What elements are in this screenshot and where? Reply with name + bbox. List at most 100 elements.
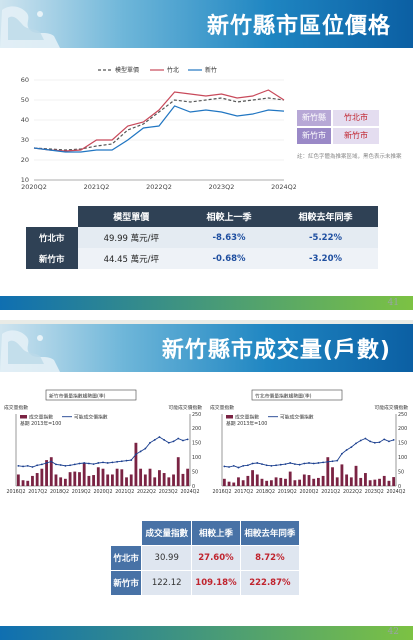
chart-title: 新竹市價量指數趨勢圖(季) xyxy=(49,393,106,400)
price-index-point xyxy=(261,463,263,466)
volume-bar xyxy=(82,462,86,486)
price-index-point xyxy=(83,462,86,464)
legend-label: 竹北 xyxy=(167,66,179,74)
price-index-point xyxy=(312,462,315,465)
price-index-point xyxy=(158,436,161,438)
price-index-point xyxy=(223,465,226,468)
price-index-point xyxy=(26,464,29,467)
y-tick-label: 10 xyxy=(21,176,29,184)
price-index-point xyxy=(163,439,166,441)
x-tick-label: 2016Q2 xyxy=(6,489,25,495)
volume-bar xyxy=(368,480,372,486)
slide-price-location: 新竹縣市區位價格 10 20 30 40 50 60 2020Q2 2021Q2 2022Q2 2… xyxy=(0,0,413,320)
base-note: 基期 2013年=100 xyxy=(20,420,61,427)
right-tick-label: 50 xyxy=(192,469,198,475)
volume-bar xyxy=(340,464,344,486)
volume-bar xyxy=(359,477,363,486)
price-index-point xyxy=(359,439,362,442)
volume-bar xyxy=(21,480,25,486)
price-index-point xyxy=(55,463,57,466)
volume-bar xyxy=(302,474,306,486)
slide-header: 新竹縣市區位價格 xyxy=(0,0,413,48)
price-index-point xyxy=(135,453,137,456)
price-index-point xyxy=(289,462,292,464)
header-yoy: 相較去年同季 xyxy=(239,520,301,546)
cell-yoy-hsinchu: -3.20% xyxy=(273,248,378,269)
price-index-point xyxy=(246,464,249,467)
price-index-point xyxy=(265,464,268,467)
volume-bar xyxy=(364,473,367,486)
cell-index-zhubei: 30.99 xyxy=(141,545,193,571)
header-volume-index: 成交量指數 xyxy=(141,520,193,546)
page-number: 41 xyxy=(387,298,399,308)
price-index-point xyxy=(350,446,353,449)
volume-bar xyxy=(307,475,311,486)
cell-yoy-zhubei: 8.72% xyxy=(239,545,301,571)
y-tick-label: 40 xyxy=(21,116,29,124)
x-tick-label: 2023Q2 xyxy=(365,489,384,495)
price-index-point xyxy=(322,461,325,464)
volume-bar xyxy=(162,473,166,486)
legend-bar-swatch xyxy=(226,415,233,419)
x-tick-label: 2021Q2 xyxy=(115,489,134,495)
volume-bar xyxy=(120,469,124,486)
price-index-point xyxy=(64,464,67,467)
volume-bar xyxy=(354,465,358,486)
x-tick-label: 2020Q2 xyxy=(21,183,47,191)
volume-bar xyxy=(316,477,320,486)
price-index-point xyxy=(167,441,170,444)
volume-bar xyxy=(101,468,105,486)
x-tick-label: 2024Q2 xyxy=(180,489,199,495)
price-index-point xyxy=(139,450,142,453)
price-index-point xyxy=(341,452,343,455)
price-index-point xyxy=(186,438,189,441)
price-index-point xyxy=(36,464,39,467)
x-tick-label: 2024Q2 xyxy=(271,183,296,191)
taiwan-map-icon xyxy=(0,330,60,372)
volume-bar xyxy=(176,457,180,486)
legend-bar-swatch xyxy=(20,415,27,419)
price-index-point xyxy=(270,464,273,467)
price-index-point xyxy=(144,447,147,450)
volume-bar xyxy=(378,478,381,486)
price-index-point xyxy=(232,464,235,467)
right-tick-label: 200 xyxy=(398,426,407,432)
volume-bar xyxy=(331,467,334,486)
price-index-point xyxy=(78,462,81,465)
x-tick-label: 2020Q2 xyxy=(93,489,112,495)
legend-bar-label: 成交量指數 xyxy=(235,413,259,420)
price-index-point xyxy=(153,439,156,441)
price-index-point xyxy=(31,466,34,468)
right-tick-label: 0 xyxy=(192,484,195,490)
left-axis-label: 成交量指數 xyxy=(4,404,28,411)
volume-bar xyxy=(106,474,110,486)
price-index-point xyxy=(336,459,339,462)
price-index-point xyxy=(392,439,395,441)
price-index-point xyxy=(256,462,259,464)
cell-index-hsinchu: 122.12 xyxy=(141,570,193,596)
volume-bar xyxy=(73,471,77,486)
volume-bar xyxy=(335,477,339,486)
volume-bar xyxy=(274,477,278,486)
legend-line-label: 可能成交價指數 xyxy=(280,413,314,420)
price-index-point xyxy=(97,462,100,464)
volume-bar xyxy=(125,477,128,486)
price-index-point xyxy=(92,463,95,466)
price-index-point xyxy=(87,462,90,465)
volume-bar xyxy=(298,479,302,486)
x-tick-label: 2023Q2 xyxy=(209,183,235,191)
price-index-point xyxy=(355,442,357,445)
volume-bar xyxy=(96,467,100,486)
cell-price-hsinchu: 44.45 萬元/坪 xyxy=(77,248,186,269)
color-legend-zhubei: 竹北市 xyxy=(333,110,379,126)
header-model-price: 模型單價 xyxy=(77,206,186,227)
volume-bar xyxy=(143,474,147,486)
price-index-point xyxy=(326,460,329,463)
volume-bar xyxy=(31,475,34,486)
cell-qoq-hsinchu: -0.68% xyxy=(185,248,274,269)
volume-bar xyxy=(232,482,236,486)
slide-title: 新竹縣市成交量(戶數) xyxy=(161,338,391,363)
price-index-point xyxy=(73,463,76,466)
color-legend-hsinchu: 新竹市 xyxy=(333,128,379,144)
x-tick-label: 2016Q2 xyxy=(212,489,231,495)
